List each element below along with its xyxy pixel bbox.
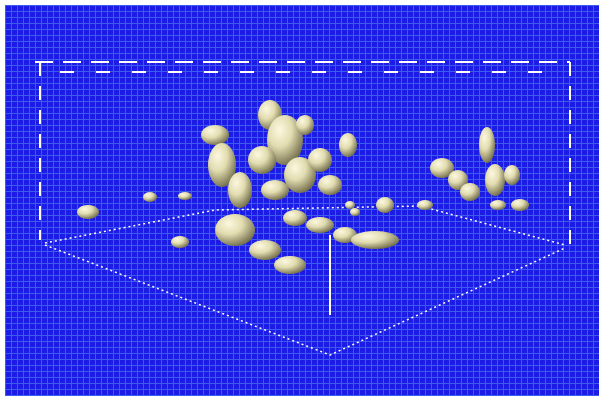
bounding-box (35, 61, 571, 356)
floor-front (44, 244, 566, 356)
blobs (77, 100, 529, 274)
floor-back (44, 205, 566, 246)
background (5, 5, 599, 396)
